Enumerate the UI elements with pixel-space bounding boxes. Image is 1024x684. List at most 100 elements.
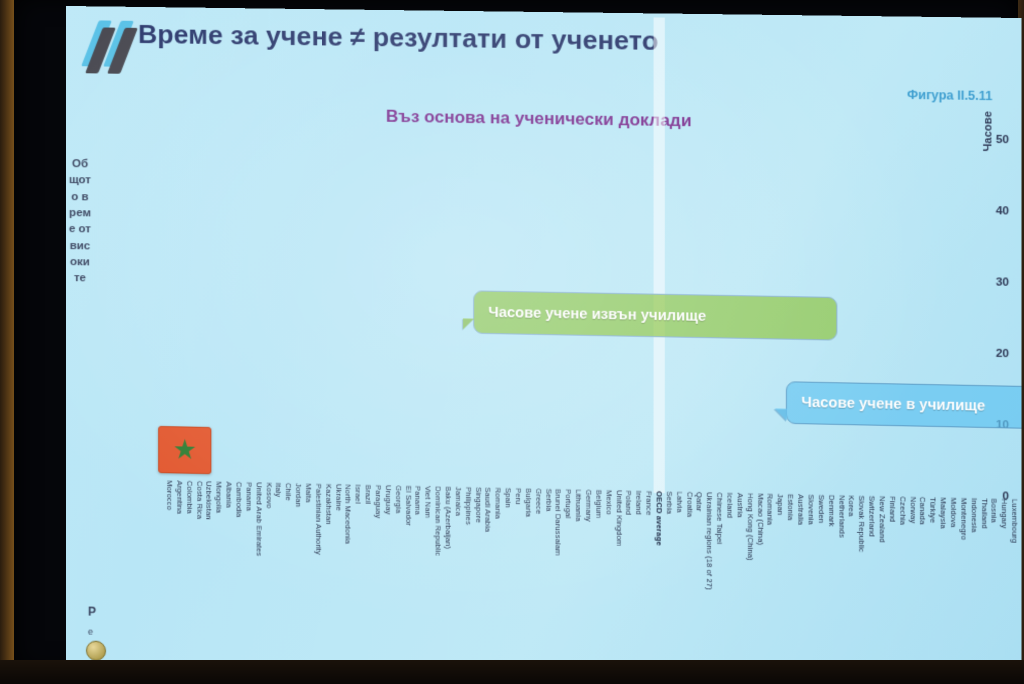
x-axis-tick-label: Panama [413,485,423,515]
x-label-slot: Costa Rica [194,481,204,647]
x-label-slot: Greece [533,488,543,655]
x-axis-tick-label: Thailand [979,498,989,529]
x-axis-tick-label: Macao (China) [755,493,765,546]
x-axis-tick-label: Uruguay [383,484,393,515]
x-label-slot: Paraguay [373,485,383,651]
x-label-slot: Cambodia [234,482,244,648]
x-axis-tick-label: Türkiye [927,496,938,524]
x-label-slot: Palestinian Authority [313,483,323,649]
x-label-slot: Panama [413,486,423,652]
bar-slot [184,130,194,477]
x-axis-tick-label: Japan [775,493,785,516]
bar-slot [836,140,846,492]
x-label-slot: Slovakia [1019,499,1022,667]
x-axis-tick-label: Croatia [684,491,694,518]
bar-slot [253,131,263,479]
x-label-slot: Thailand [979,498,989,666]
bar-slot [273,131,283,479]
x-label-slot: Croatia [684,492,694,659]
x-label-slot: Norway [907,496,917,664]
x-axis-tick-label: Canada [917,496,928,525]
x-label-slot: Slovenia [805,494,815,662]
x-label-slot: Canada [917,497,927,665]
x-label-slot: Poland [623,490,633,657]
x-axis-tick-label: Bulgaria [523,488,533,518]
bar-slot [938,141,948,494]
x-axis-tick-label: Czechia [897,496,907,526]
x-axis-tick-label: United Kingdom [613,490,624,547]
bar-slot [243,131,253,479]
x-axis-tick-label: Baku (Azerbaijan) [443,486,453,550]
bar-slot [433,134,443,483]
bar-slot [283,131,293,479]
x-axis-tick-label: Poland [623,490,634,515]
x-label-slot: New Zealand [877,496,887,664]
x-axis-tick-label: Paraguay [373,484,383,519]
bar-slot [313,132,323,480]
x-label-slot: Luxembourg [1009,499,1019,667]
y-axis-tick-label: 30 [995,276,1010,289]
bar-slot [453,134,463,483]
x-axis-tick-label: Brazil [363,484,373,505]
y-axis-tick-label: 40 [995,205,1010,218]
x-axis-tick-label: Philippines [463,486,473,526]
x-axis-tick-label: Finland [887,496,897,523]
x-axis-tick-label: Mongolia [214,481,224,514]
bar-slot [263,131,273,479]
x-label-slot: Latvia [674,491,684,658]
x-label-slot: Australia [795,494,805,662]
x-axis-tick-label: Romania [493,487,503,519]
x-label-slot: Albania [224,481,234,647]
x-axis-tick-label: Ukraine [333,483,343,512]
x-axis-tick-label: Kosovo [263,482,273,509]
x-axis-tick-label: Latvia [674,491,684,513]
x-label-slot: Netherlands [836,495,846,663]
x-axis-tick-label: Qatar [694,491,704,512]
x-label-slot: Chinese Taipei [714,492,724,659]
room-wall-bottom [0,660,1024,684]
x-axis-tick-label: Slovakia [1020,499,1022,529]
bar-slot [323,132,333,480]
x-axis-tick-label: Malta [303,483,313,503]
x-axis-tick-label: Dominican Republic [433,486,443,557]
x-label-slot: Kosovo [263,482,273,648]
page-title: Време за учене ≠ резултати от ученето [138,18,659,56]
x-label-slot: Brunei Darussalam [553,489,563,656]
bar-slot [887,140,897,493]
x-label-slot: Moldova [948,497,958,665]
presentation-slide: Време за учене ≠ резултати от ученето Въ… [66,6,1022,684]
x-label-slot: Dominican Republic [433,486,443,652]
x-label-slot: Brazil [363,485,373,651]
x-axis-tick-label: Brunei Darussalam [553,488,563,556]
x-axis-tick-label: Estonia [785,493,795,521]
x-label-slot: Estonia [785,494,795,662]
x-axis-tick-label: Luxembourg [1009,498,1020,543]
x-label-slot: Türkiye [928,497,938,665]
x-axis-tick-label: Mexico [603,489,613,515]
x-label-slot: Serbia [664,491,674,658]
x-axis-tick-label: Serbia [664,491,674,515]
x-axis-tick-label: OECD average [654,490,664,546]
x-label-slot: Romania [765,493,775,661]
x-label-slot: Viet Nam [423,486,433,652]
x-axis-tick-label: Austria [734,492,745,518]
x-label-slot: Malta [303,483,313,649]
footer-letter: P [88,604,97,619]
x-axis-tick-label: Panama [243,481,253,512]
x-axis-tick-label: Malaysia [938,497,948,529]
bar-slot [403,133,413,482]
x-label-slot: Singapore [473,487,483,654]
bar-slot [928,141,938,494]
x-label-slot: Finland [887,496,897,664]
x-axis-tick-label: Greece [533,488,543,515]
x-axis-tick-label: Bosnia [989,498,999,523]
x-label-slot: Bulgaria [523,488,533,655]
bar-slot [897,140,907,493]
x-label-slot: Romania [493,487,503,654]
x-label-slot: Indonesia [968,498,978,666]
x-axis-tick-label: Morocco [164,480,174,511]
bar-slot [917,141,927,493]
x-axis-tick-label: Portugal [563,488,573,519]
x-axis-tick-label: Kazakhstan [323,483,333,525]
x-axis-tick-label: Ukrainian regions (18 of 27) [704,492,714,591]
